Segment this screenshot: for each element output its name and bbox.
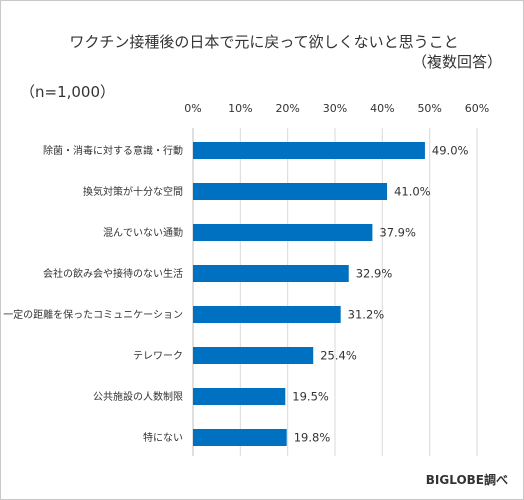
x-tick-label: 50%: [417, 102, 441, 115]
sample-size: （n=1,000）: [20, 83, 116, 101]
data-label: 41.0%: [394, 185, 431, 199]
chart-title: ワクチン接種後の日本で元に戻って欲しくないと思うこと: [69, 33, 459, 51]
category-label: 公共施設の人数制限: [93, 390, 183, 403]
x-tick-label: 60%: [465, 102, 489, 115]
data-label: 25.4%: [320, 349, 357, 363]
category-label: 除菌・消毒に対する意識・行動: [43, 144, 183, 157]
bar: [193, 224, 373, 241]
data-label: 19.8%: [294, 431, 331, 445]
bar: [193, 388, 286, 405]
category-label: 一定の距離を保ったコミュニケーション: [3, 308, 183, 321]
bar: [193, 347, 314, 364]
bar: [193, 306, 341, 323]
bar: [193, 265, 349, 282]
data-label: 32.9%: [356, 267, 393, 281]
category-label: 混んでいない通勤: [103, 226, 183, 239]
category-label: 特にない: [143, 432, 183, 444]
x-tick-label: 20%: [275, 102, 299, 115]
data-label: 49.0%: [432, 144, 469, 158]
x-tick-label: 40%: [370, 102, 394, 115]
category-label: 換気対策が十分な空間: [83, 185, 183, 198]
data-label: 19.5%: [292, 390, 329, 404]
bar: [193, 142, 425, 159]
data-label: 31.2%: [348, 308, 385, 322]
x-tick-label: 30%: [323, 102, 347, 115]
source-credit: BIGLOBE調べ: [425, 473, 508, 487]
chart-subtitle: （複数回答）: [411, 53, 502, 71]
data-label: 37.9%: [379, 226, 416, 240]
x-tick-label: 0%: [184, 102, 201, 115]
bar: [193, 429, 287, 446]
bar: [193, 183, 388, 200]
category-label: 会社の飲み会や接待のない生活: [43, 267, 183, 280]
category-label: テレワーク: [133, 350, 183, 362]
x-tick-label: 10%: [228, 102, 252, 115]
